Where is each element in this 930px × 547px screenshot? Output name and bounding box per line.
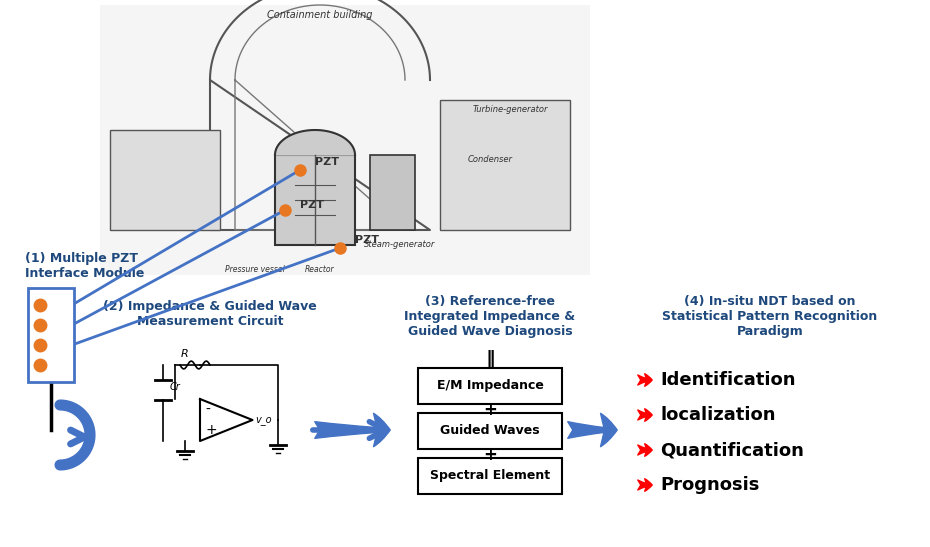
Polygon shape: [275, 130, 355, 155]
Text: R: R: [181, 349, 189, 359]
FancyBboxPatch shape: [440, 100, 570, 230]
Text: Reactor: Reactor: [305, 265, 335, 274]
Text: (3) Reference-free
Integrated Impedance &
Guided Wave Diagnosis: (3) Reference-free Integrated Impedance …: [405, 295, 576, 338]
Text: Identification: Identification: [660, 371, 795, 389]
Text: (2) Impedance & Guided Wave
Measurement Circuit: (2) Impedance & Guided Wave Measurement …: [103, 300, 317, 328]
Text: Quantification: Quantification: [660, 441, 804, 459]
FancyBboxPatch shape: [418, 458, 562, 494]
Text: ‖: ‖: [485, 350, 495, 370]
Text: Steam-generator: Steam-generator: [365, 240, 435, 249]
FancyBboxPatch shape: [110, 130, 220, 230]
Text: Prognosis: Prognosis: [660, 476, 760, 494]
Text: Condenser: Condenser: [468, 155, 512, 164]
Text: Pressure vessel: Pressure vessel: [225, 265, 285, 274]
FancyBboxPatch shape: [418, 368, 562, 404]
Text: Spectral Element: Spectral Element: [430, 469, 550, 482]
Text: +: +: [483, 446, 497, 464]
Text: Turbine-generator: Turbine-generator: [472, 105, 548, 114]
FancyBboxPatch shape: [418, 413, 562, 449]
Text: v_o: v_o: [256, 415, 272, 425]
Text: PZT: PZT: [300, 200, 324, 210]
Text: -: -: [205, 403, 210, 417]
Text: Containment building: Containment building: [267, 10, 373, 20]
Text: +: +: [483, 401, 497, 419]
Text: Cr: Cr: [170, 382, 180, 392]
FancyBboxPatch shape: [275, 155, 355, 245]
Text: PZT: PZT: [355, 235, 379, 245]
Text: Guided Waves: Guided Waves: [440, 424, 539, 438]
Text: (4) In-situ NDT based on
Statistical Pattern Recognition
Paradigm: (4) In-situ NDT based on Statistical Pat…: [662, 295, 878, 338]
Text: (1) Multiple PZT
Interface Module: (1) Multiple PZT Interface Module: [25, 252, 144, 280]
Text: localization: localization: [660, 406, 776, 424]
Text: E/M Impedance: E/M Impedance: [436, 380, 543, 393]
Text: +: +: [205, 423, 217, 437]
FancyBboxPatch shape: [28, 288, 74, 382]
FancyBboxPatch shape: [100, 5, 590, 275]
Polygon shape: [200, 399, 253, 441]
Text: PZT: PZT: [315, 157, 339, 167]
FancyBboxPatch shape: [370, 155, 415, 230]
